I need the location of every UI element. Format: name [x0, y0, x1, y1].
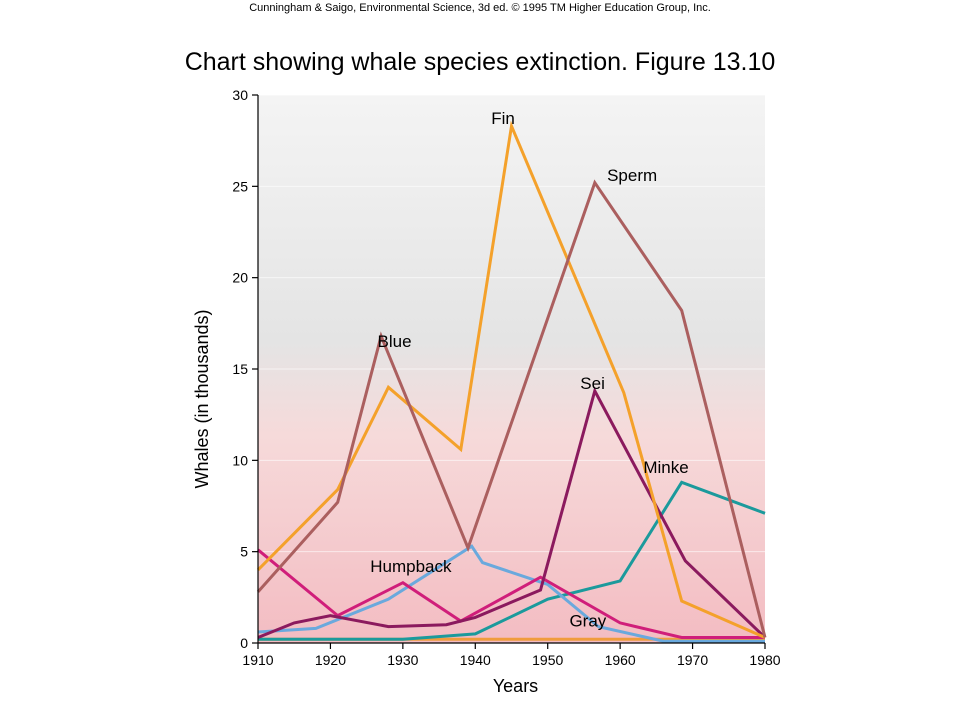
x-tick-label-1910: 1910 — [242, 652, 273, 668]
y-tick-label-5: 5 — [240, 544, 248, 560]
y-tick-label-25: 25 — [232, 178, 248, 194]
series-label-fin: Fin — [491, 109, 515, 128]
series-label-sei: Sei — [580, 374, 605, 393]
series-lines — [256, 120, 767, 643]
y-tick-label-10: 10 — [232, 452, 248, 468]
sei-series-line — [257, 386, 767, 639]
x-axis-label: Years — [493, 676, 538, 696]
y-axis-label: Whales (in thousands) — [192, 309, 212, 488]
series-label-sperm: Sperm — [607, 166, 657, 185]
y-tick-label-15: 15 — [232, 361, 248, 377]
series-labels: Blue Fin Sperm Sei Minke Humpback Gray — [370, 109, 688, 630]
minke-series-line — [258, 480, 766, 641]
series-label-blue: Blue — [378, 332, 412, 351]
x-tick-label-1960: 1960 — [605, 652, 636, 668]
blue-series-line — [256, 179, 767, 638]
x-tick-label-1970: 1970 — [677, 652, 708, 668]
axes: 0 5 10 15 20 25 30 1910 1920 1930 1940 1950 1960 1970… — [232, 87, 780, 668]
y-tick-label-20: 20 — [232, 270, 248, 286]
x-tick-label-1950: 1950 — [532, 652, 563, 668]
x-tick-label-1920: 1920 — [315, 652, 346, 668]
x-tick-label-1930: 1930 — [387, 652, 418, 668]
x-tick-label-1980: 1980 — [749, 652, 780, 668]
y-tick-label-30: 30 — [232, 87, 248, 103]
chart-title: Chart showing whale species extinction. … — [184, 48, 776, 76]
credit-line: Cunningham & Saigo, Environmental Scienc… — [249, 2, 711, 14]
y-tick-label-0: 0 — [240, 635, 248, 651]
series-label-gray: Gray — [569, 612, 606, 631]
series-label-humpback: Humpback — [370, 557, 452, 576]
x-tick-label-1940: 1940 — [460, 652, 491, 668]
humpback-series-line — [257, 548, 765, 639]
series-label-minke: Minke — [643, 458, 688, 477]
